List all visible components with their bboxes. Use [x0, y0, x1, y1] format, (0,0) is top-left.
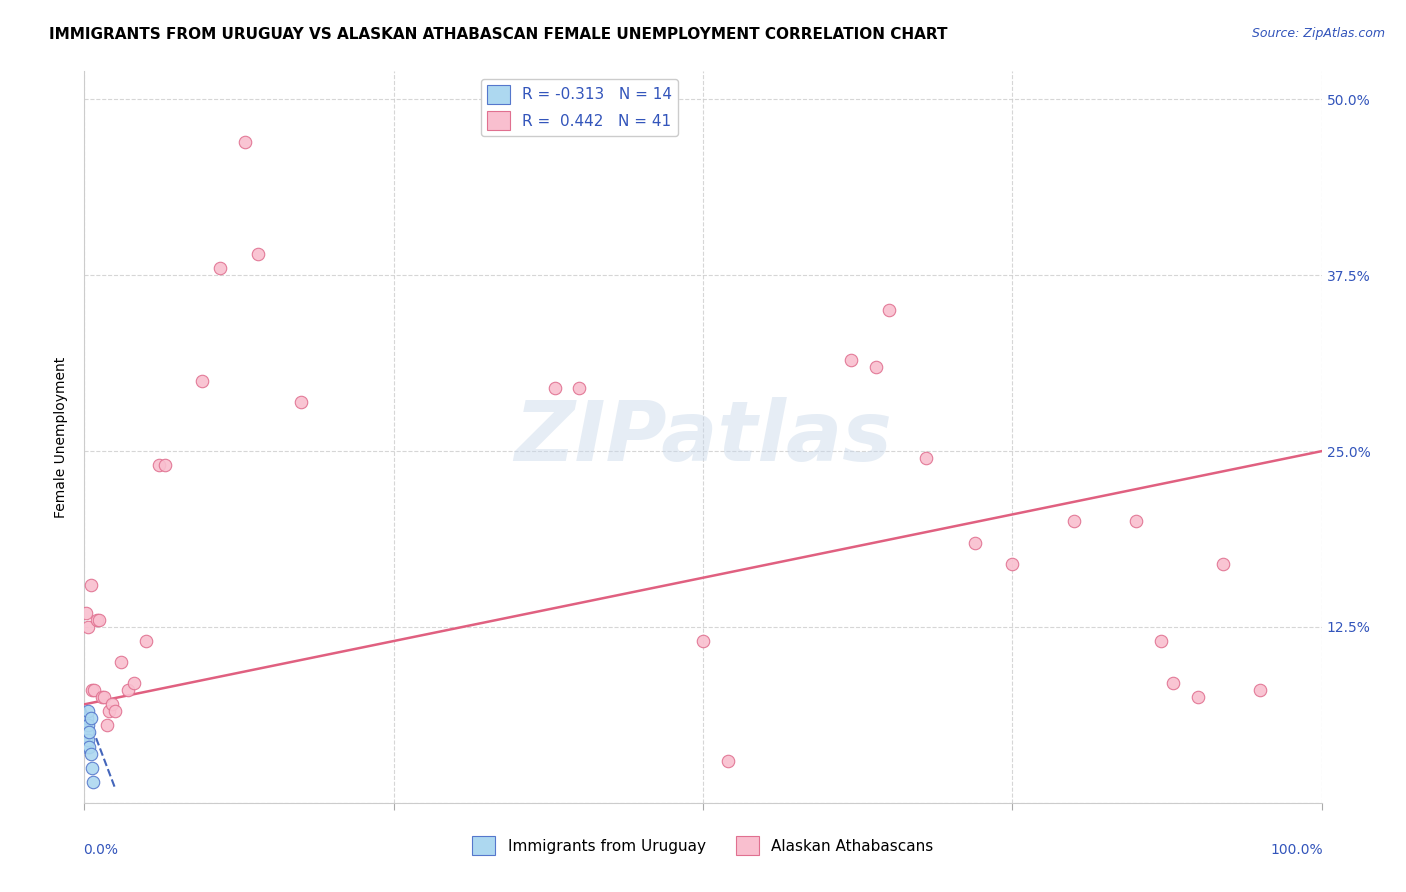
Y-axis label: Female Unemployment: Female Unemployment [53, 357, 67, 517]
Point [865, 359, 887, 374]
Point [79, 711, 101, 725]
Text: 100.0%: 100.0% [1270, 843, 1323, 857]
Point [692, 634, 714, 648]
Point [82, 774, 104, 789]
Point [1249, 683, 1271, 698]
Point [1063, 515, 1085, 529]
Point [290, 395, 312, 409]
Point [1001, 557, 1024, 571]
Point [877, 303, 900, 318]
Point [98, 705, 121, 719]
Point [209, 261, 232, 276]
Point [86, 613, 108, 627]
Point [1161, 676, 1184, 690]
Point [77, 732, 100, 747]
Point [568, 381, 591, 395]
Point [80, 761, 103, 775]
Point [83, 683, 105, 698]
Point [89, 613, 111, 627]
Point [914, 451, 936, 466]
Point [1125, 515, 1147, 529]
Point [841, 352, 863, 367]
Point [246, 247, 269, 261]
Point [80, 683, 103, 698]
Point [76, 711, 98, 725]
Point [117, 683, 139, 698]
Point [90, 690, 112, 705]
Point [543, 381, 565, 395]
Point [79, 725, 101, 739]
Point [135, 634, 157, 648]
Point [1150, 634, 1173, 648]
Point [75, 718, 97, 732]
Point [153, 458, 176, 473]
Point [79, 578, 101, 592]
Point [79, 747, 101, 761]
Point [93, 690, 115, 705]
Text: ZIPatlas: ZIPatlas [515, 397, 891, 477]
Point [77, 705, 100, 719]
Point [77, 620, 100, 634]
Point [75, 732, 97, 747]
Point [110, 655, 132, 669]
Point [717, 754, 740, 768]
Point [75, 606, 97, 620]
Point [77, 718, 100, 732]
Point [104, 705, 127, 719]
Point [1212, 557, 1234, 571]
Point [233, 135, 256, 149]
Text: Source: ZipAtlas.com: Source: ZipAtlas.com [1251, 27, 1385, 40]
Point [965, 535, 987, 549]
Point [191, 374, 214, 388]
Point [76, 739, 98, 754]
Point [100, 698, 122, 712]
Point [79, 739, 101, 754]
Point [96, 718, 118, 732]
Point [122, 676, 145, 690]
Point [148, 458, 170, 473]
Point [76, 725, 98, 739]
Text: 0.0%: 0.0% [83, 843, 118, 857]
Legend: Immigrants from Uruguay, Alaskan Athabascans: Immigrants from Uruguay, Alaskan Athabas… [467, 830, 939, 861]
Point [1187, 690, 1209, 705]
Text: IMMIGRANTS FROM URUGUAY VS ALASKAN ATHABASCAN FEMALE UNEMPLOYMENT CORRELATION CH: IMMIGRANTS FROM URUGUAY VS ALASKAN ATHAB… [49, 27, 948, 42]
